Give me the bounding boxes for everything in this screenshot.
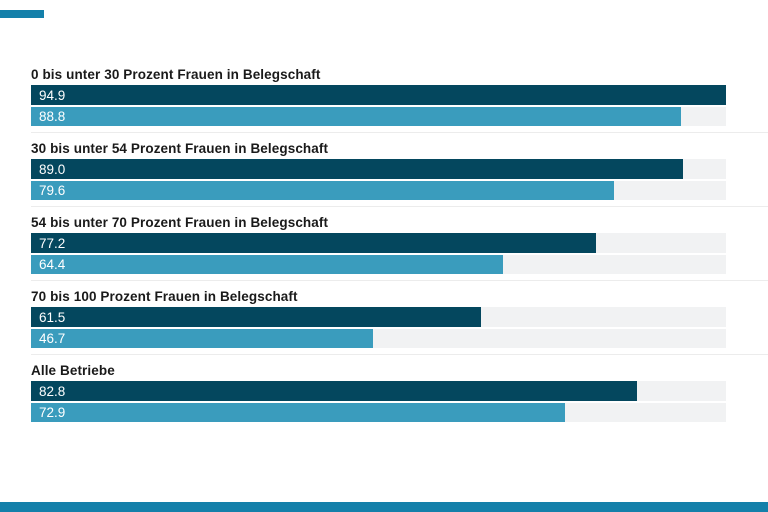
bar-track-dark: 77.2 — [31, 233, 726, 253]
value-label-light: 79.6 — [39, 183, 66, 198]
bar-track-light: 64.4 — [31, 255, 726, 274]
bar-series-light: 46.7 — [31, 329, 373, 348]
bar-series-dark: 61.5 — [31, 307, 482, 327]
bar-track-dark: 61.5 — [31, 307, 726, 327]
bottom-accent-bar — [0, 502, 768, 512]
value-label-dark: 89.0 — [39, 161, 66, 177]
group-divider — [31, 206, 768, 207]
bar-series-dark: 94.9 — [31, 85, 726, 105]
group-divider — [31, 354, 768, 355]
bar-track-dark: 82.8 — [31, 381, 726, 401]
bar-series-dark: 82.8 — [31, 381, 638, 401]
value-label-light: 72.9 — [39, 405, 66, 420]
category-label: 54 bis unter 70 Prozent Frauen in Belegs… — [31, 215, 329, 230]
category-label: 0 bis unter 30 Prozent Frauen in Belegsc… — [31, 67, 321, 82]
value-label-dark: 94.9 — [39, 87, 66, 103]
value-label-light: 46.7 — [39, 331, 66, 346]
bar-track-light: 72.9 — [31, 403, 726, 422]
bar-track-light: 46.7 — [31, 329, 726, 348]
bar-series-light: 88.8 — [31, 107, 682, 126]
bar-track-dark: 94.9 — [31, 85, 726, 105]
group-divider — [31, 280, 768, 281]
chart-group: 0 bis unter 30 Prozent Frauen in Belegsc… — [31, 66, 768, 140]
category-label: 70 bis 100 Prozent Frauen in Belegschaft — [31, 289, 298, 304]
chart-group: 70 bis 100 Prozent Frauen in Belegschaft… — [31, 288, 768, 362]
value-label-dark: 77.2 — [39, 235, 66, 251]
bar-series-dark: 77.2 — [31, 233, 597, 253]
category-label: Alle Betriebe — [31, 363, 115, 378]
category-label: 30 bis unter 54 Prozent Frauen in Belegs… — [31, 141, 329, 156]
bar-series-dark: 89.0 — [31, 159, 683, 179]
value-label-light: 64.4 — [39, 257, 66, 272]
brand-accent-mark — [0, 10, 44, 18]
bar-track-light: 88.8 — [31, 107, 726, 126]
chart-group: Alle Betriebe 82.8 72.9 — [31, 362, 768, 436]
chart-group: 30 bis unter 54 Prozent Frauen in Belegs… — [31, 140, 768, 214]
chart-group: 54 bis unter 70 Prozent Frauen in Belegs… — [31, 214, 768, 288]
value-label-dark: 82.8 — [39, 383, 66, 399]
grouped-bar-chart: 0 bis unter 30 Prozent Frauen in Belegsc… — [31, 66, 768, 436]
value-label-dark: 61.5 — [39, 309, 66, 325]
group-divider — [31, 132, 768, 133]
bar-series-light: 64.4 — [31, 255, 503, 274]
bar-series-light: 79.6 — [31, 181, 614, 200]
value-label-light: 88.8 — [39, 109, 66, 124]
bar-track-light: 79.6 — [31, 181, 726, 200]
bar-series-light: 72.9 — [31, 403, 565, 422]
bar-track-dark: 89.0 — [31, 159, 726, 179]
